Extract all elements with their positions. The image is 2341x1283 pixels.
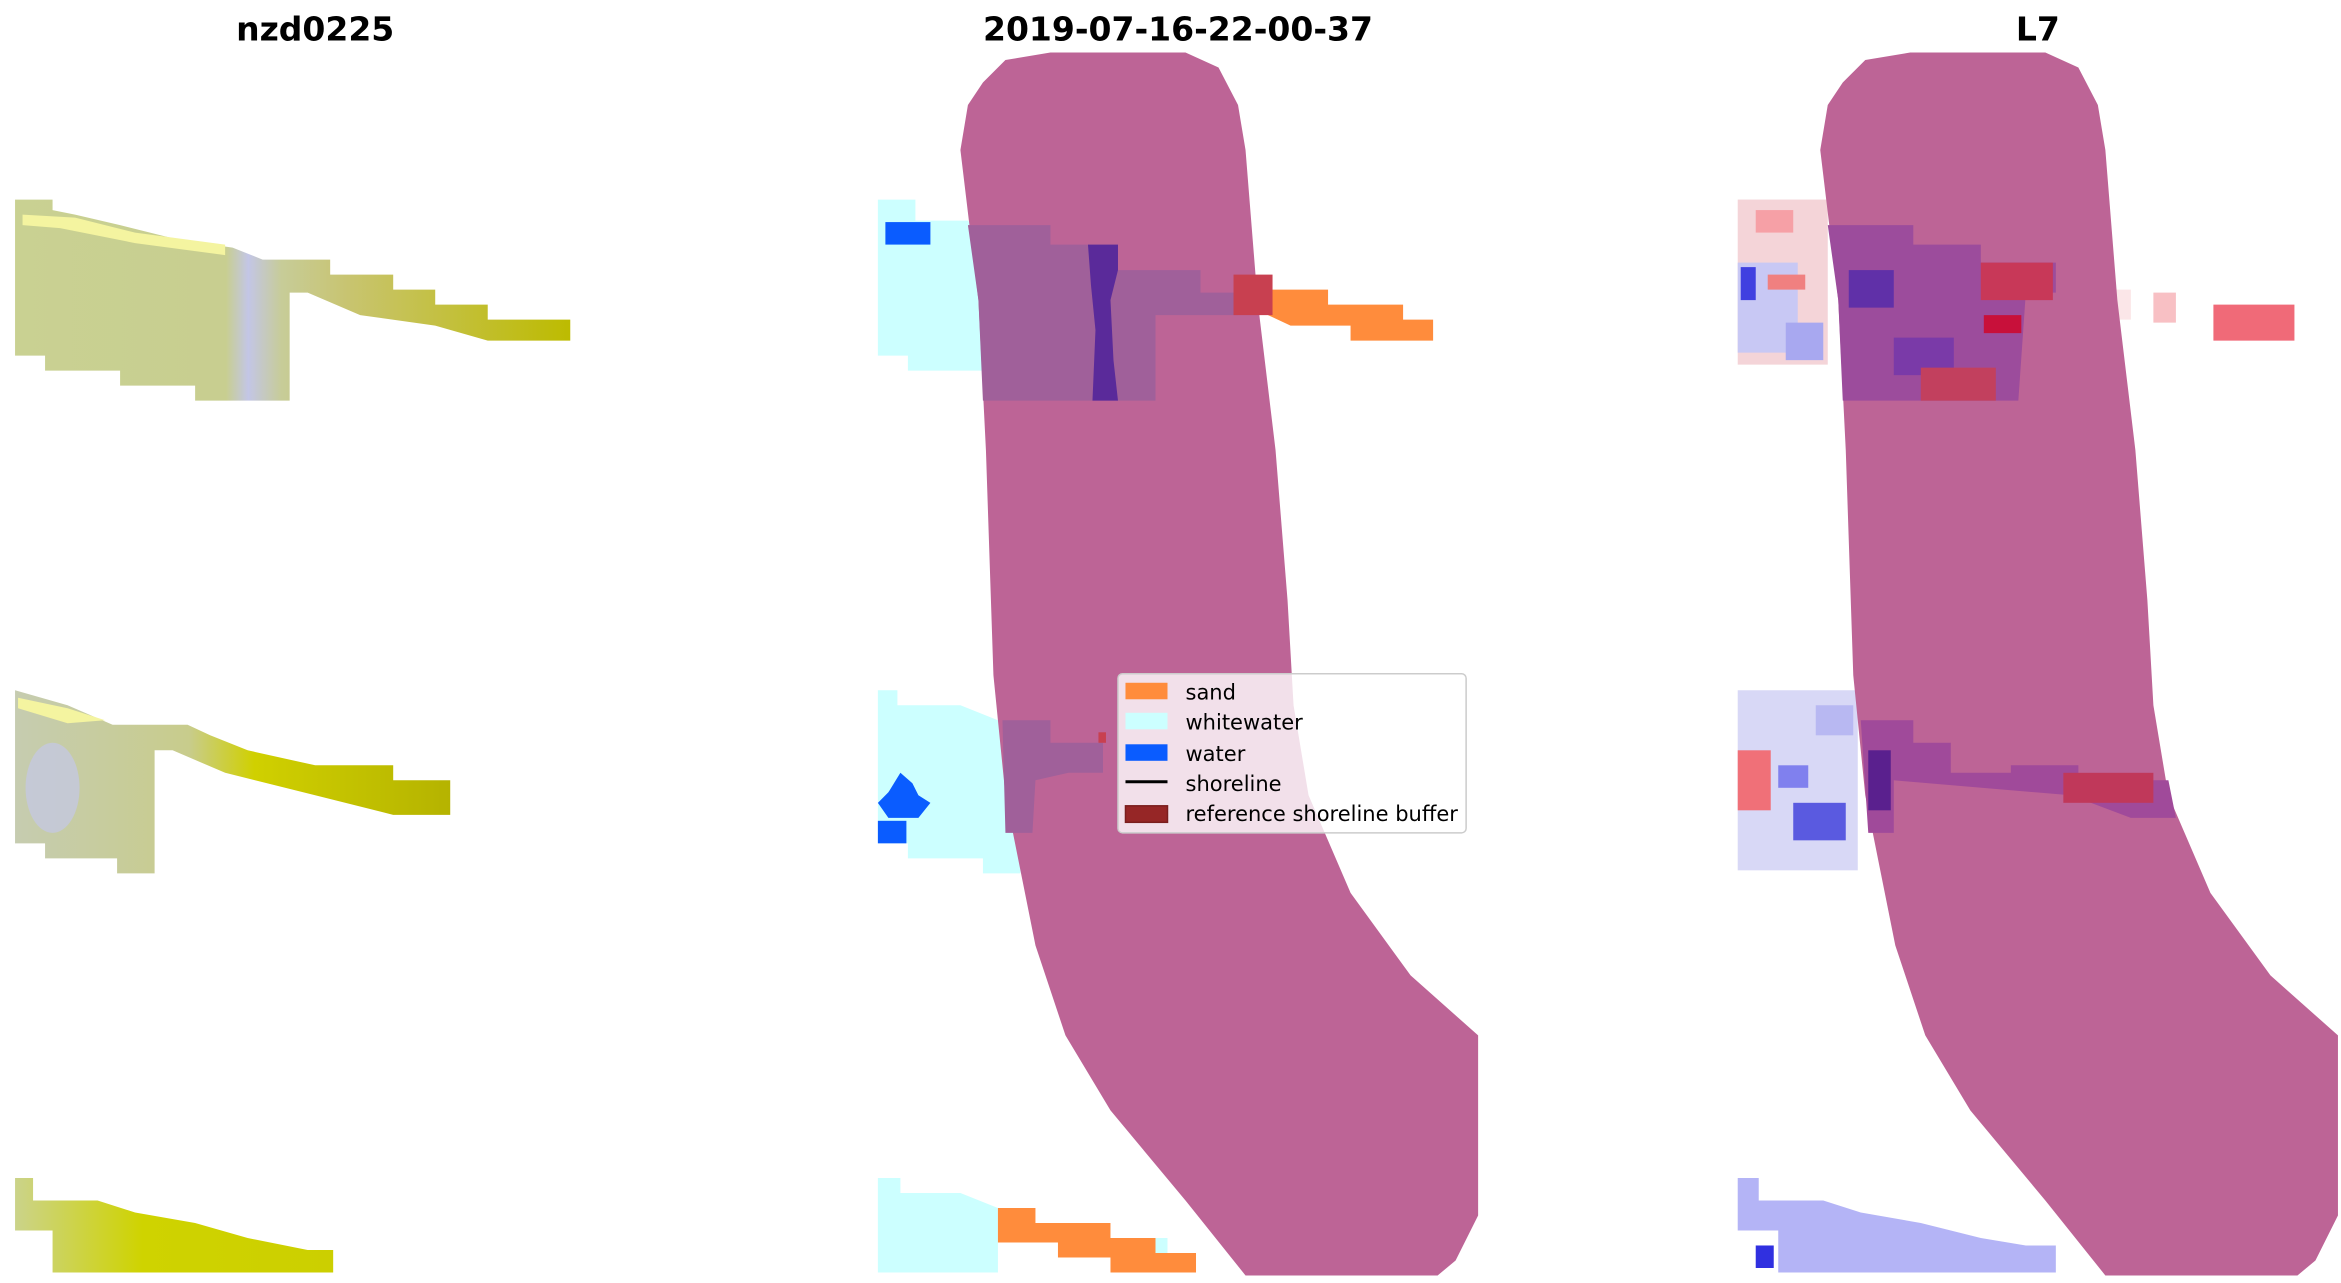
water-under-buffer [1087,244,1118,401]
water-region [877,820,907,844]
overlap-region [1002,720,1103,833]
panel-title: 2019-07-16-22-00-37 [983,10,1373,49]
panel-title: L7 [2016,10,2060,49]
legend-swatch-sand [1125,682,1168,700]
whitewater-region [877,1177,998,1273]
legend-label: water [1186,742,1246,766]
legend-swatch-whitewater [1125,712,1168,730]
image-region [15,199,571,401]
legend-label: sand [1186,680,1236,704]
water-region [885,222,931,245]
legend-swatch-buffer [1124,805,1169,824]
legend: sand whitewater water shoreline referenc… [1117,673,1467,834]
panel-classified: 2019-07-16-22-00-37 sand whitewater wate… [877,10,1479,1276]
sand-region [997,1207,1197,1273]
legend-label: shoreline [1186,772,1282,796]
sand-under-buffer [1233,274,1273,316]
legend-label: whitewater [1186,710,1304,734]
image-region [18,697,106,724]
panel-rgb: nzd0225 [15,10,571,1273]
image-region [25,742,80,833]
panel-title: nzd0225 [236,10,394,49]
index-pixels [1737,199,2295,1273]
image-region [22,214,226,256]
overlap-pixels [1827,225,2176,833]
image-region [15,1177,334,1273]
whitewater-region [877,690,1021,874]
panel-index: L7 [1737,10,2338,1276]
image-region [15,690,451,874]
legend-label: reference shoreline buffer [1186,802,1459,826]
legend-swatch-water [1125,744,1168,761]
sand-under-buffer [1098,732,1106,743]
sand-region [1268,289,1434,341]
water-region [877,772,931,818]
